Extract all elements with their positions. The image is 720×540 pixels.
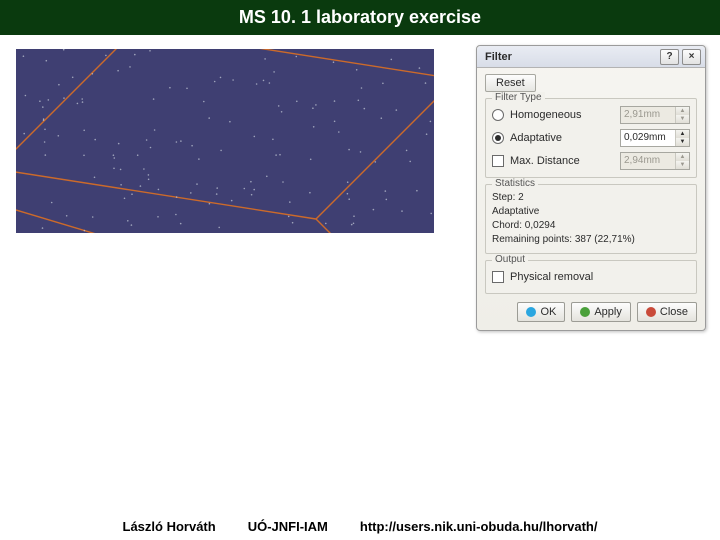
- physical-removal-label: Physical removal: [510, 271, 690, 283]
- spinner-arrows[interactable]: ▲▼: [675, 107, 689, 123]
- dialog-body: Reset Filter Type Homogeneous 2,91mm ▲▼ …: [477, 68, 705, 330]
- adaptative-row: Adaptative 0,029mm ▲▼: [492, 128, 690, 148]
- slide-content: Filter ? × Reset Filter Type Homogeneous…: [0, 35, 720, 512]
- close-icon: [646, 307, 656, 317]
- stats-line: Chord: 0,0294: [492, 219, 690, 233]
- physical-removal-row: Physical removal: [492, 267, 690, 287]
- homogeneous-label: Homogeneous: [510, 109, 614, 121]
- filter-dialog: Filter ? × Reset Filter Type Homogeneous…: [476, 45, 706, 331]
- adaptative-label: Adaptative: [510, 132, 614, 144]
- max-distance-value: 2,94mm: [621, 153, 675, 169]
- adaptative-radio[interactable]: [492, 132, 504, 144]
- reset-button[interactable]: Reset: [485, 74, 536, 92]
- mesh-viewport: [16, 49, 434, 233]
- max-distance-spinner[interactable]: 2,94mm ▲▼: [620, 152, 690, 170]
- filter-type-legend: Filter Type: [492, 92, 545, 103]
- close-label: Close: [660, 306, 688, 318]
- output-group: Output Physical removal: [485, 260, 697, 294]
- physical-removal-checkbox[interactable]: [492, 271, 504, 283]
- apply-icon: [580, 307, 590, 317]
- spinner-arrows[interactable]: ▲▼: [675, 153, 689, 169]
- slide-header: MS 10. 1 laboratory exercise: [0, 0, 720, 35]
- spinner-arrows[interactable]: ▲▼: [675, 130, 689, 146]
- footer-org: UÓ-JNFI-IAM: [248, 519, 328, 534]
- ok-icon: [526, 307, 536, 317]
- apply-button[interactable]: Apply: [571, 302, 631, 322]
- max-distance-row: Max. Distance 2,94mm ▲▼: [492, 151, 690, 171]
- close-button[interactable]: Close: [637, 302, 697, 322]
- stats-line: Step: 2: [492, 191, 690, 205]
- adaptative-value: 0,029mm: [621, 130, 675, 146]
- slide-footer: László Horváth UÓ-JNFI-IAM http://users.…: [0, 512, 720, 540]
- dialog-button-bar: OK Apply Close: [485, 302, 697, 322]
- statistics-legend: Statistics: [492, 178, 538, 189]
- help-button[interactable]: ?: [660, 49, 679, 65]
- stats-line: Remaining points: 387 (22,71%): [492, 233, 690, 247]
- max-distance-label: Max. Distance: [510, 155, 614, 167]
- dialog-title: Filter: [485, 51, 657, 63]
- max-distance-checkbox[interactable]: [492, 155, 504, 167]
- mesh-svg: [16, 49, 434, 233]
- homogeneous-row: Homogeneous 2,91mm ▲▼: [492, 105, 690, 125]
- statistics-group: Statistics Step: 2 Adaptative Chord: 0,0…: [485, 184, 697, 254]
- ok-label: OK: [540, 306, 556, 318]
- filter-type-group: Filter Type Homogeneous 2,91mm ▲▼ Adapta…: [485, 98, 697, 178]
- dialog-titlebar: Filter ? ×: [477, 46, 705, 68]
- stats-line: Adaptative: [492, 205, 690, 219]
- homogeneous-radio[interactable]: [492, 109, 504, 121]
- close-window-button[interactable]: ×: [682, 49, 701, 65]
- slide-title: MS 10. 1 laboratory exercise: [239, 7, 481, 28]
- footer-author: László Horváth: [123, 519, 216, 534]
- adaptative-spinner[interactable]: 0,029mm ▲▼: [620, 129, 690, 147]
- ok-button[interactable]: OK: [517, 302, 565, 322]
- homogeneous-spinner[interactable]: 2,91mm ▲▼: [620, 106, 690, 124]
- apply-label: Apply: [594, 306, 622, 318]
- homogeneous-value: 2,91mm: [621, 107, 675, 123]
- footer-url: http://users.nik.uni-obuda.hu/lhorvath/: [360, 519, 598, 534]
- output-legend: Output: [492, 254, 528, 265]
